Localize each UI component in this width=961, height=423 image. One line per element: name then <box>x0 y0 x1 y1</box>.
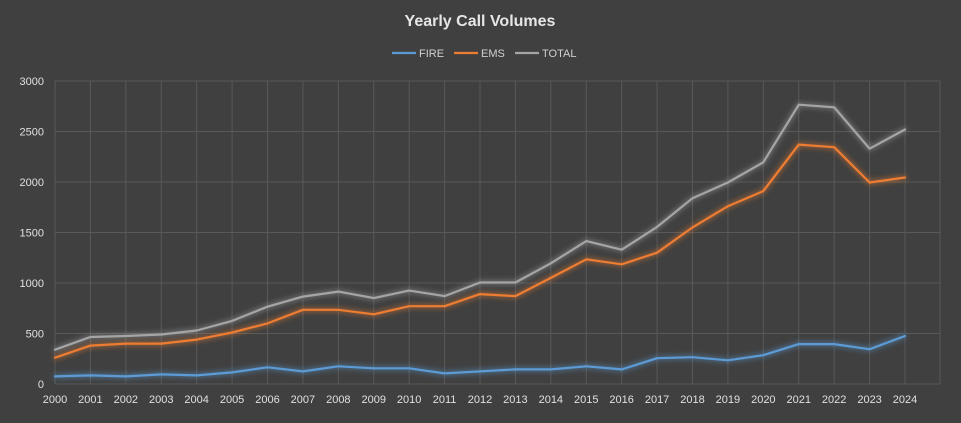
series-line-fire <box>53 334 907 378</box>
x-tick-label: 2018 <box>680 394 704 406</box>
x-tick-label: 2016 <box>609 394 633 406</box>
y-tick-label: 500 <box>26 329 44 341</box>
chart-title: Yearly Call Volumes <box>405 13 556 30</box>
x-tick-label: 2009 <box>362 394 386 406</box>
y-tick-label: 2500 <box>20 127 44 139</box>
y-tick-label: 2000 <box>20 177 44 189</box>
y-axis: 0 500 1000 1500 2000 2500 3000 <box>20 76 44 391</box>
x-tick-label: 2007 <box>291 394 315 406</box>
x-tick-label: 2004 <box>184 394 208 406</box>
x-tick-label: 2014 <box>539 394 563 406</box>
x-tick-label: 2022 <box>822 394 846 406</box>
x-tick-label: 2003 <box>149 394 173 406</box>
x-tick-label: 2012 <box>468 394 492 406</box>
series-line-ems <box>53 143 907 359</box>
x-tick-label: 2006 <box>255 394 279 406</box>
x-tick-label: 2001 <box>78 394 102 406</box>
x-tick-label: 2024 <box>893 394 917 406</box>
y-tick-label: 3000 <box>20 76 44 88</box>
y-tick-label: 0 <box>38 379 44 391</box>
x-tick-label: 2000 <box>43 394 67 406</box>
legend-label-total: TOTAL <box>542 48 576 60</box>
x-tick-label: 2010 <box>397 394 421 406</box>
x-tick-label: 2020 <box>751 394 775 406</box>
series-lines <box>53 103 907 378</box>
legend-label-fire: FIRE <box>419 48 444 60</box>
x-tick-label: 2008 <box>326 394 350 406</box>
x-tick-label: 2002 <box>114 394 138 406</box>
x-tick-label: 2013 <box>503 394 527 406</box>
legend: FIRE EMS TOTAL <box>392 48 576 60</box>
y-tick-label: 1000 <box>20 278 44 290</box>
x-tick-label: 2011 <box>433 394 457 406</box>
x-tick-label: 2019 <box>716 394 740 406</box>
x-tick-label: 2021 <box>787 394 811 406</box>
x-tick-label: 2015 <box>574 394 598 406</box>
x-tick-label: 2017 <box>645 394 669 406</box>
x-tick-label: 2023 <box>857 394 881 406</box>
y-tick-label: 1500 <box>20 228 44 240</box>
x-tick-label: 2005 <box>220 394 244 406</box>
series-line-total <box>53 103 907 351</box>
gridlines <box>54 80 941 385</box>
x-axis: 2000 2001 2002 2003 2004 2005 2006 2007 2008 2009… <box>43 394 917 406</box>
legend-label-ems: EMS <box>481 48 505 60</box>
